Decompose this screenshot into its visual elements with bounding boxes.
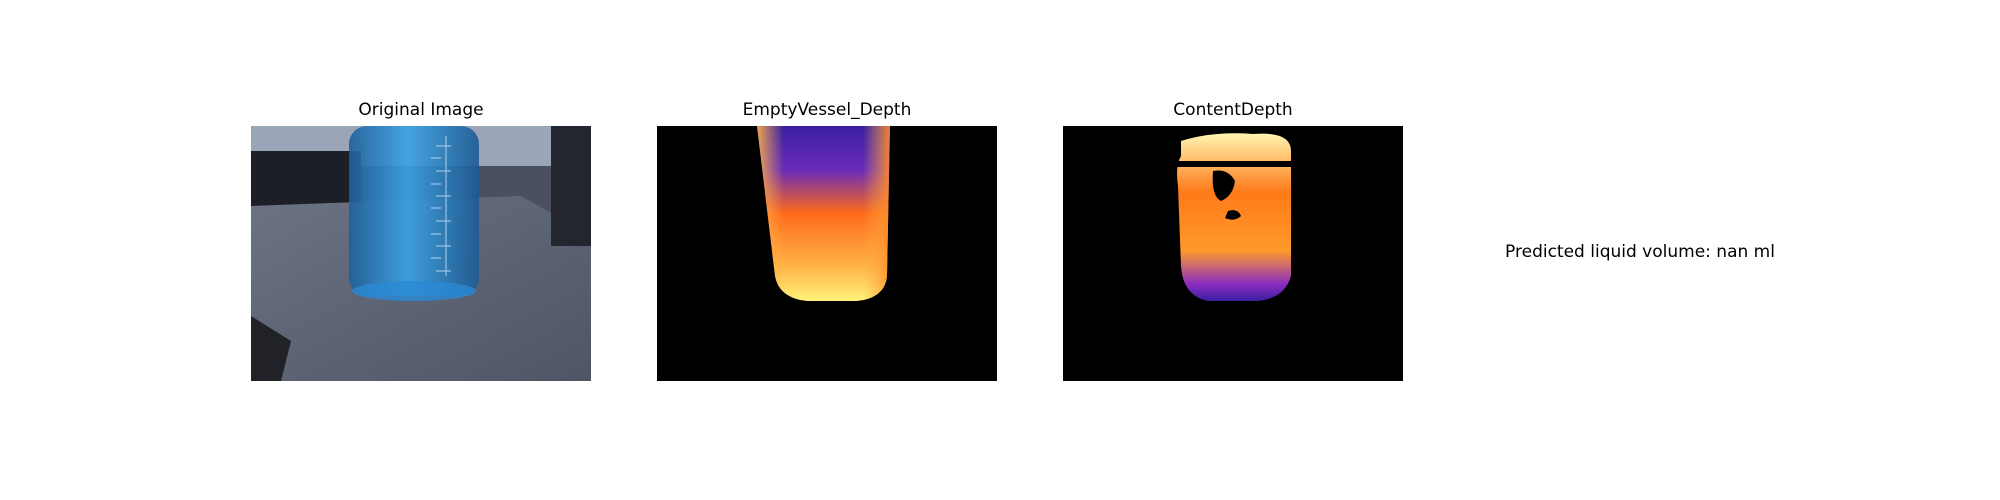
beaker <box>349 126 479 296</box>
dark-object-right <box>551 126 591 246</box>
content-hole-1 <box>1212 170 1235 201</box>
dark-chair <box>251 151 361 211</box>
predicted-volume-text: Predicted liquid volume: nan ml <box>1505 242 1775 262</box>
original-photo-svg <box>251 126 591 381</box>
content-depth-svg <box>1063 126 1403 381</box>
content-depth-image <box>1063 126 1403 381</box>
empty-vessel-depth-panel: EmptyVessel_Depth <box>657 100 997 390</box>
empty-vessel-depth-title: EmptyVessel_Depth <box>742 100 912 120</box>
beaker-base <box>352 281 476 301</box>
original-image <box>251 126 591 381</box>
empty-vessel-depth-svg <box>657 126 997 381</box>
content-depth-panel: ContentDepth <box>1063 100 1403 390</box>
original-image-panel: Original Image <box>251 100 591 390</box>
original-image-title: Original Image <box>358 100 484 120</box>
empty-vessel-edge <box>757 126 890 301</box>
content-gap <box>1175 161 1295 167</box>
content-depth-title: ContentDepth <box>1173 100 1293 120</box>
empty-vessel-depth-image <box>657 126 997 381</box>
content-hole-2 <box>1225 210 1241 220</box>
beaker-scale <box>431 136 451 276</box>
phone-corner <box>251 316 291 381</box>
